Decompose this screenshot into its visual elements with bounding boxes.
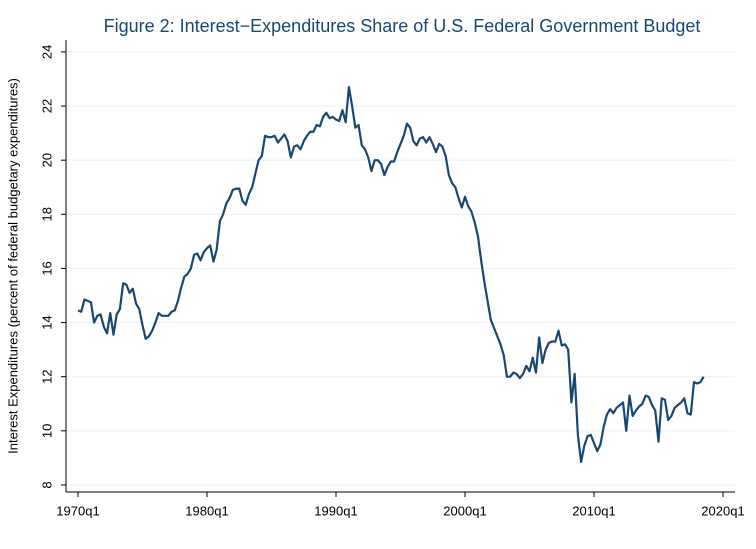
chart-title: Figure 2: Interest−Expenditures Share of… bbox=[104, 16, 701, 36]
x-tick-label: 2010q1 bbox=[572, 503, 615, 518]
y-tick-label: 12 bbox=[39, 369, 54, 383]
y-tick-label: 22 bbox=[39, 99, 54, 113]
x-tick-label: 2020q1 bbox=[701, 503, 744, 518]
data-line bbox=[77, 85, 705, 464]
y-axis-label: Interest Expenditures (percent of federa… bbox=[5, 78, 20, 454]
y-tick-label: 10 bbox=[39, 424, 54, 438]
x-tick-label: 2000q1 bbox=[443, 503, 486, 518]
y-tick-label: 16 bbox=[39, 261, 54, 275]
y-tick-label: 24 bbox=[39, 45, 54, 59]
y-tick-label: 8 bbox=[39, 481, 54, 488]
x-tick-label: 1990q1 bbox=[314, 503, 357, 518]
y-tick-label: 18 bbox=[39, 207, 54, 221]
y-tick-label: 20 bbox=[39, 153, 54, 167]
x-tick-label: 1970q1 bbox=[56, 503, 99, 518]
y-tick-label: 14 bbox=[39, 315, 54, 329]
x-tick-label: 1980q1 bbox=[185, 503, 228, 518]
